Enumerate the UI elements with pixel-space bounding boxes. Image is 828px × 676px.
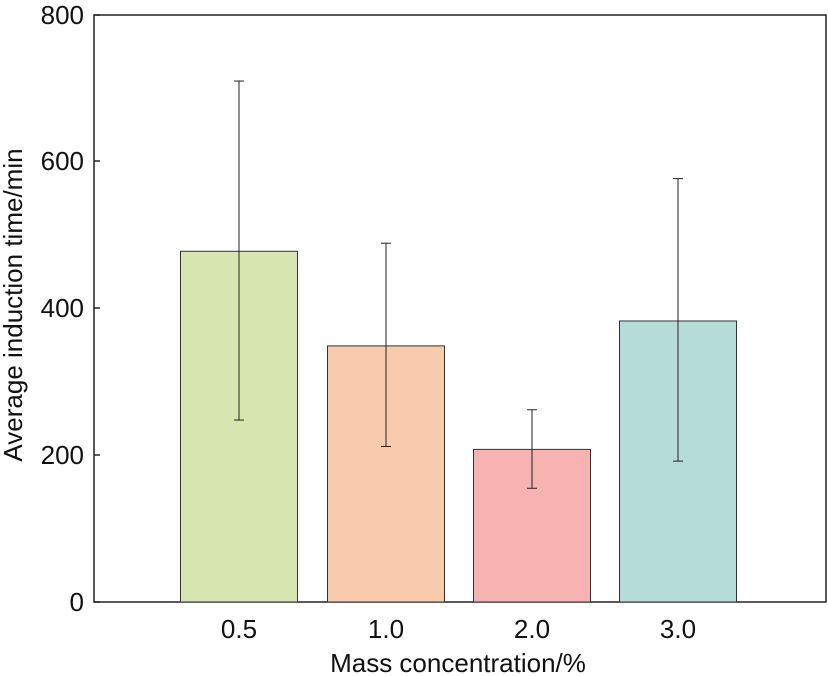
x-tick-label-2.0: 2.0 [514,614,550,644]
error-bar-1.0 [381,242,391,447]
y-tick-label-200: 200 [41,440,84,470]
y-axis-title: Average induction time/min [0,148,28,461]
y-tick-label-800: 800 [41,0,84,30]
error-bar-2.0 [527,409,537,489]
x-tick-label-1.0: 1.0 [368,614,404,644]
y-tick-label-0: 0 [70,587,84,617]
error-bar-0.5 [234,80,244,421]
y-tick-label-600: 600 [41,146,84,176]
x-tick-label-0.5: 0.5 [221,614,257,644]
error-bar-3.0 [673,178,683,462]
y-tick-label-400: 400 [41,293,84,323]
x-axis-title: Mass concentration/% [330,648,586,676]
x-tick-label-3.0: 3.0 [660,614,696,644]
